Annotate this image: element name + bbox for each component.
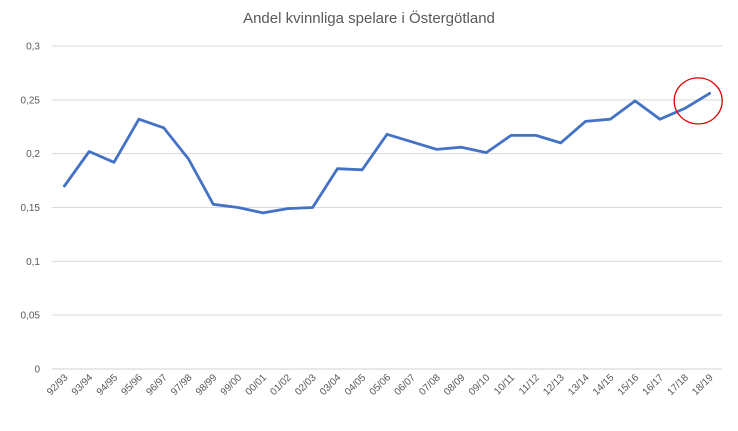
- x-tick-label: 92/93: [45, 372, 71, 398]
- y-tick-label: 0,1: [26, 257, 40, 268]
- data-point: [460, 146, 463, 149]
- data-point: [633, 99, 637, 103]
- data-point: [112, 161, 116, 164]
- x-tick-label: 14/15: [591, 372, 617, 398]
- chart-title: Andel kvinnliga spelare i Östergötland: [243, 10, 495, 27]
- data-point: [584, 120, 587, 123]
- x-tick-label: 98/99: [194, 372, 220, 398]
- data-point: [311, 206, 314, 209]
- x-tick-label: 01/02: [268, 372, 294, 398]
- x-tick-label: 12/13: [541, 372, 567, 398]
- highlight-circle: [673, 77, 723, 125]
- data-point: [261, 211, 265, 215]
- data-point: [187, 157, 190, 161]
- data-point: [658, 118, 662, 121]
- data-point: [559, 141, 562, 145]
- x-tick-label: 00/01: [244, 372, 270, 398]
- data-point: [509, 134, 513, 137]
- data-point: [360, 168, 364, 172]
- x-tick-label: 99/00: [219, 372, 245, 398]
- y-tick-label: 0,25: [21, 95, 41, 106]
- data-point: [683, 107, 686, 110]
- data-point: [137, 118, 141, 121]
- data-point: [236, 206, 240, 209]
- x-tick-label: 03/04: [318, 372, 344, 398]
- x-tick-label: 93/94: [70, 372, 96, 398]
- x-tick-label: 08/09: [442, 372, 468, 398]
- data-point: [435, 148, 438, 151]
- y-tick-label: 0,2: [26, 149, 40, 160]
- data-point: [88, 150, 91, 153]
- data-point: [385, 133, 389, 136]
- data-point: [609, 118, 612, 121]
- y-tick-label: 0: [34, 365, 40, 376]
- x-tick-label: 04/05: [343, 372, 369, 398]
- x-tick-label: 97/98: [169, 372, 195, 398]
- x-tick-label: 16/17: [641, 372, 667, 398]
- data-point: [212, 203, 215, 206]
- x-tick-label: 07/08: [417, 372, 443, 398]
- x-tick-label: 17/18: [665, 372, 691, 398]
- x-tick-label: 18/19: [690, 372, 716, 398]
- x-tick-label: 02/03: [293, 372, 319, 398]
- x-tick-label: 09/10: [467, 372, 493, 398]
- y-tick-label: 0,05: [21, 311, 41, 322]
- x-tick-label: 13/14: [566, 372, 592, 398]
- data-point: [286, 207, 289, 210]
- x-tick-label: 06/07: [392, 372, 418, 398]
- data-point: [708, 92, 711, 95]
- data-point: [410, 140, 414, 144]
- data-point: [336, 167, 339, 170]
- data-point: [534, 134, 538, 137]
- x-tick-label: 94/95: [95, 372, 121, 398]
- data-point: [162, 126, 165, 130]
- data-point: [485, 151, 488, 154]
- data-point: [63, 184, 66, 188]
- x-tick-label: 10/11: [492, 372, 517, 397]
- x-tick-label: 96/97: [144, 372, 170, 398]
- series-line: [63, 92, 711, 215]
- x-tick-label: 05/06: [368, 372, 394, 398]
- y-tick-label: 0,3: [26, 42, 40, 53]
- x-tick-label: 11/12: [517, 372, 542, 397]
- y-tick-label: 0,15: [21, 203, 41, 214]
- x-tick-label: 15/16: [616, 372, 642, 398]
- x-tick-label: 95/96: [119, 372, 145, 398]
